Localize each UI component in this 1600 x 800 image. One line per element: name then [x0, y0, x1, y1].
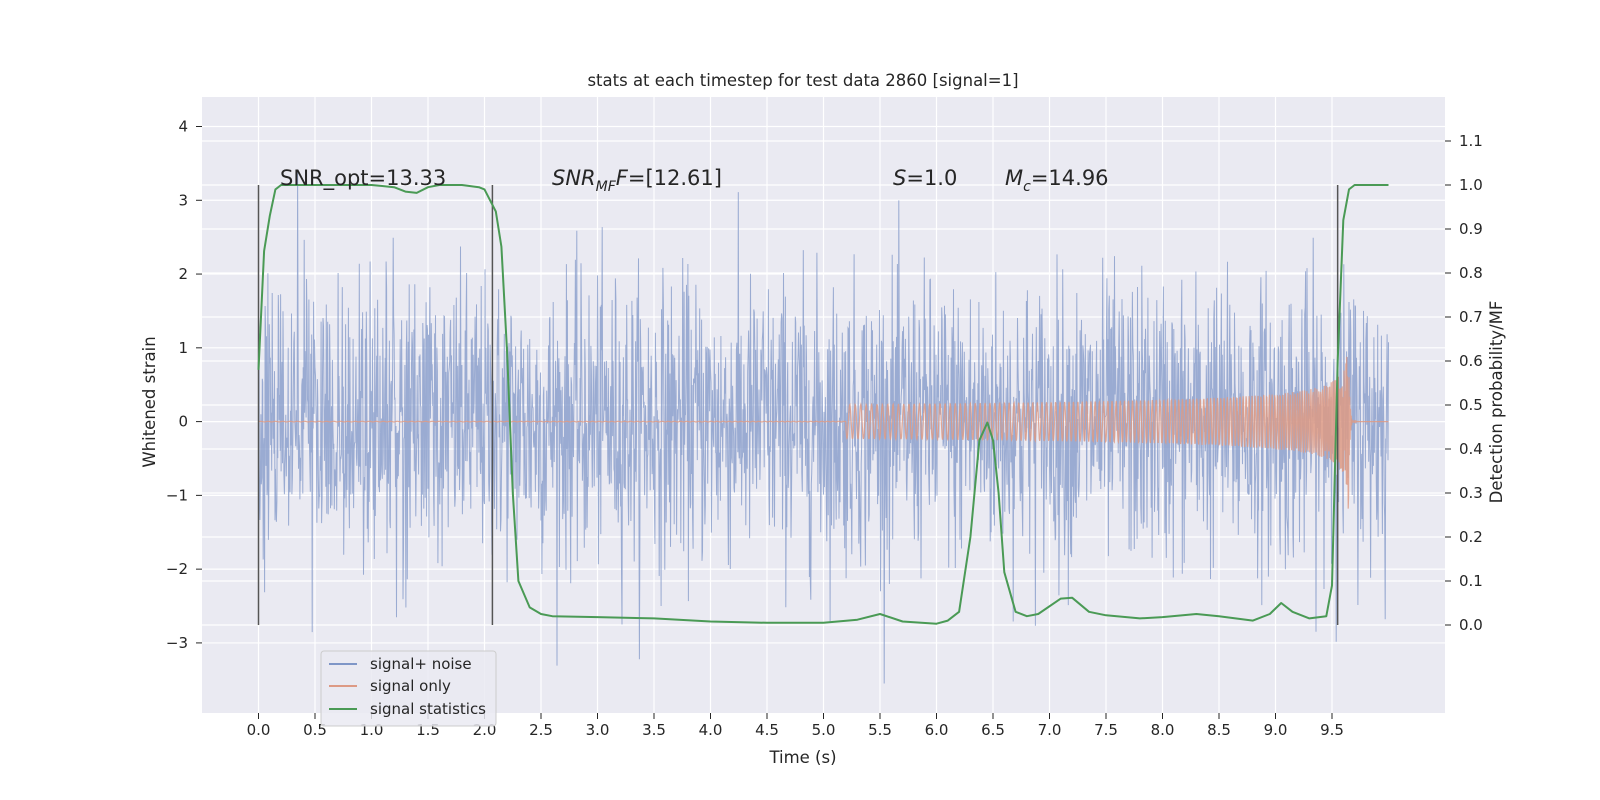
x-axis-label: Time (s)	[768, 748, 836, 767]
signal-statistics-line	[257, 184, 1389, 625]
signal-only-line	[258, 356, 1389, 509]
series-signal-only	[258, 356, 1389, 509]
x-tick-label: 6.0	[925, 721, 949, 739]
x-tick-label: 7.0	[1038, 721, 1062, 739]
y-tick-label-right: 1.1	[1459, 132, 1483, 150]
series-signal-statistics	[257, 184, 1389, 625]
x-tick-label: 9.5	[1320, 721, 1344, 739]
y-tick-label-right: 0.4	[1459, 440, 1483, 458]
y-tick-label: −1	[166, 486, 188, 504]
y-tick-label: −3	[166, 634, 188, 652]
x-tick-label: 8.0	[1151, 721, 1175, 739]
x-tick-label: 6.5	[981, 721, 1005, 739]
legend-box	[320, 650, 497, 727]
y-tick-label-right: 1.0	[1459, 176, 1483, 194]
x-tick-label: 7.5	[1094, 721, 1118, 739]
y-tick-label-right: 0.6	[1459, 352, 1483, 370]
annotation-snr-mf-value: =[12.61]	[628, 166, 722, 190]
y-tick-label: 2	[178, 265, 188, 283]
y-tick-label: 4	[178, 118, 188, 136]
y-axis-label: Whitened strain	[140, 336, 159, 467]
vertical-markers	[257, 185, 1339, 625]
legend: signal+ noise signal only signal statist…	[320, 650, 497, 727]
annotation-mc-value: =14.96	[1031, 166, 1109, 190]
y-tick-label-right: 0.7	[1459, 308, 1483, 326]
annotation-snr-mf-f: F	[616, 166, 629, 190]
annotation-s-value: =1.0	[906, 166, 957, 190]
y-tick-label-right: 0.8	[1459, 264, 1483, 282]
legend-label-signal-statistics: signal statistics	[370, 700, 486, 718]
annotation-snr-mf: SNRMFF=[12.61]	[552, 166, 722, 195]
signal-noise-line	[258, 172, 1389, 684]
axes: 0.0 0.5 1.0 1.5 2.0 2.5 3.0 3.5 4.0 4.5 5.0 5.5 6.0 6…	[166, 118, 1483, 739]
x-tick-label: 5.0	[812, 721, 836, 739]
x-tick-label: 0.5	[303, 721, 327, 739]
annotation-mc-subscript: c	[1023, 179, 1031, 195]
y-tick-label-right: 0.3	[1459, 484, 1483, 502]
x-tick-label: 2.5	[529, 721, 553, 739]
legend-label-signal-noise: signal+ noise	[370, 655, 472, 673]
x-tick-label: 3.5	[642, 721, 666, 739]
x-tick-label: 4.5	[755, 721, 779, 739]
annotation-snr-mf-subscript: MF	[596, 179, 617, 195]
x-tick-label: 3.0	[586, 721, 610, 739]
annotation-mc-base: M	[1005, 166, 1023, 190]
x-tick-label: 8.5	[1207, 721, 1231, 739]
annotation-mc: Mc=14.96	[1005, 166, 1109, 195]
annotation-snr-mf-base: SNR	[552, 166, 596, 190]
x-tick-label: 4.0	[699, 721, 723, 739]
y-tick-label-right: 0.1	[1459, 572, 1483, 590]
annotation-s: S=1.0	[893, 166, 957, 190]
y-tick-label-right: 0.5	[1459, 396, 1483, 414]
y-tick-label-right: 0.9	[1459, 220, 1483, 238]
chart-title: stats at each timestep for test data 286…	[587, 71, 1018, 90]
y-tick-label: 3	[178, 191, 188, 209]
x-tick-label: 5.5	[868, 721, 892, 739]
y-tick-label: 0	[178, 413, 188, 431]
annotation-s-symbol: S	[893, 166, 906, 190]
annotation-snr-opt: SNR_opt=13.33	[280, 166, 446, 191]
y-tick-label: 1	[178, 339, 188, 357]
y-tick-label-right: 0.0	[1459, 616, 1483, 634]
x-tick-label: 0.0	[247, 721, 271, 739]
y-tick-label: −2	[166, 560, 188, 578]
legend-label-signal-only: signal only	[370, 677, 451, 695]
series-signal-noise	[258, 172, 1389, 684]
y-tick-label-right: 0.2	[1459, 528, 1483, 546]
y-axis-label-right: Detection probability/MF	[1487, 301, 1506, 504]
x-tick-label: 9.0	[1264, 721, 1288, 739]
